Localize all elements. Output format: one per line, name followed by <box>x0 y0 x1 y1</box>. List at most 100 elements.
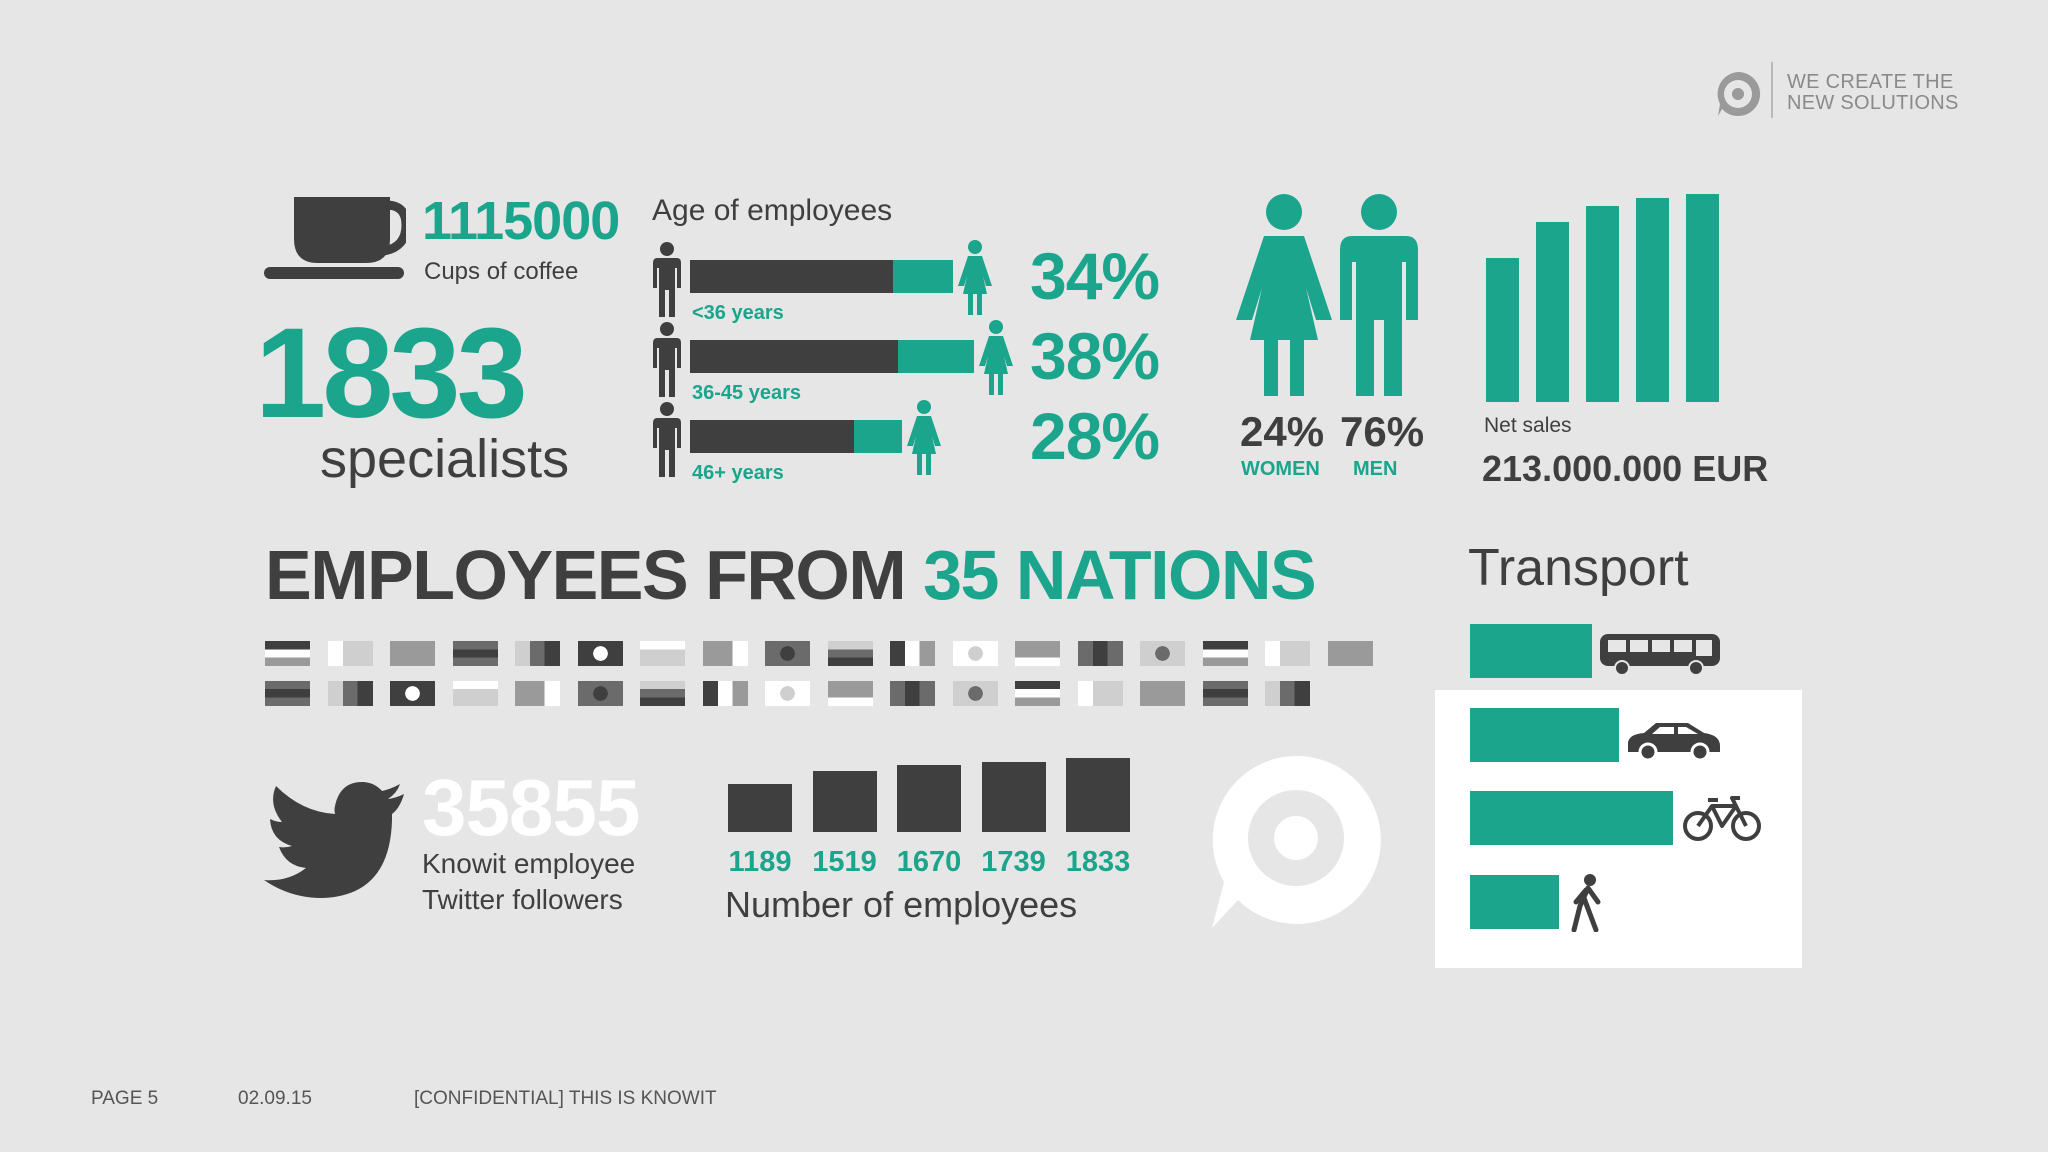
flag-icon <box>1140 641 1185 666</box>
woman-icon <box>906 400 942 481</box>
employees-bar <box>1066 758 1130 832</box>
flag-icon <box>765 641 810 666</box>
net-sales-bar <box>1586 206 1619 402</box>
women-label: WOMEN <box>1241 458 1320 480</box>
flag-icon <box>1202 641 1248 666</box>
flag-icon <box>1327 641 1373 666</box>
employees-bar-label: 1670 <box>896 846 962 878</box>
flag-icon <box>1265 681 1310 706</box>
man-icon <box>652 322 682 403</box>
employees-bar-label: 1189 <box>728 846 792 878</box>
men-percent: 76% <box>1340 408 1425 455</box>
employees-bar <box>897 765 961 832</box>
age-group-label: <36 years <box>692 302 784 324</box>
nations-title-teal: 35 NATIONS <box>923 536 1317 614</box>
flag-icon <box>1077 641 1123 666</box>
employees-bar-label: 1833 <box>1065 846 1131 878</box>
flag-icon <box>827 681 873 706</box>
man-icon <box>652 402 682 483</box>
footer-date: 02.09.15 <box>238 1088 312 1109</box>
coffee-label: Cups of coffee <box>424 258 579 285</box>
employees-bar-label: 1739 <box>981 846 1046 878</box>
flag-icon <box>765 681 810 706</box>
speech-bubble-logo-icon <box>1212 755 1381 928</box>
knowit-logo-icon <box>1717 71 1761 116</box>
flag-icon <box>952 681 998 706</box>
coffee-cup-icon <box>264 197 406 279</box>
flag-icon <box>327 641 373 666</box>
age-title: Age of employees <box>652 194 893 227</box>
age-bar-teal <box>898 340 974 373</box>
flag-icon <box>390 641 435 666</box>
men-label: MEN <box>1353 458 1398 480</box>
net-sales-bar <box>1686 194 1719 402</box>
age-group-label: 36-45 years <box>692 382 801 404</box>
age-group-percent: 38% <box>1030 319 1160 393</box>
flag-icon <box>515 681 560 706</box>
logo-tagline-line2: NEW SOLUTIONS <box>1787 92 1959 114</box>
flag-icon <box>577 681 623 706</box>
nations-title: EMPLOYEES FROM 35 NATIONS <box>265 535 1317 615</box>
flag-icon <box>1015 641 1060 666</box>
flag-icon <box>452 681 498 706</box>
twitter-label-line2: Twitter followers <box>422 884 623 915</box>
employees-bar <box>981 762 1046 832</box>
flag-icon <box>265 641 310 666</box>
flag-icon <box>702 681 748 706</box>
age-group-label: 46+ years <box>692 462 784 484</box>
flag-icon <box>952 641 998 666</box>
bicycle-icon <box>1683 796 1761 841</box>
women-percent: 24% <box>1240 408 1325 455</box>
nations-title-dark: EMPLOYEES FROM <box>265 536 907 614</box>
employees-chart-title: Number of employees <box>725 884 1078 925</box>
net-sales-bar <box>1536 222 1569 402</box>
transport-bar <box>1470 624 1592 678</box>
transport-bar <box>1470 708 1619 762</box>
age-bar-teal <box>854 420 902 453</box>
footer-page-number: PAGE 5 <box>91 1088 159 1109</box>
walking-person-icon <box>1571 874 1601 932</box>
flag-icon <box>1202 681 1248 706</box>
age-bar-dark <box>690 260 893 293</box>
flag-icon <box>327 681 373 706</box>
flag-icon <box>1015 681 1060 706</box>
flag-icon <box>1265 641 1310 666</box>
woman-icon <box>978 320 1014 401</box>
employees-bar <box>728 784 792 832</box>
man-icon <box>1340 194 1418 396</box>
coffee-count: 1115000 <box>422 191 620 251</box>
net-sales-bar <box>1636 198 1669 402</box>
logo-divider <box>1771 62 1773 118</box>
age-bar-dark <box>690 340 898 373</box>
flag-icon <box>702 641 748 666</box>
specialists-label: specialists <box>320 429 570 489</box>
flag-icon <box>640 641 685 666</box>
age-bar-dark <box>690 420 854 453</box>
age-group-percent: 34% <box>1030 239 1160 313</box>
flag-icon <box>890 681 935 706</box>
employees-bar-label: 1519 <box>812 846 877 878</box>
flag-icon <box>515 641 560 666</box>
footer-confidential: [CONFIDENTIAL] THIS IS KNOWIT <box>414 1088 717 1109</box>
age-group-percent: 28% <box>1030 399 1160 473</box>
flag-icon <box>827 641 873 666</box>
bus-icon <box>1600 634 1720 676</box>
net-sales-bar <box>1486 258 1519 402</box>
car-icon <box>1628 723 1720 762</box>
twitter-followers-count: 35855 <box>422 763 640 852</box>
flag-icon <box>1077 681 1123 706</box>
employees-bar <box>812 771 877 832</box>
flag-icon <box>640 681 685 706</box>
flag-icon <box>577 641 623 666</box>
flag-icon <box>390 681 435 706</box>
logo-tagline-line1: WE CREATE THE <box>1787 71 1954 93</box>
twitter-label-line1: Knowit employee <box>422 848 636 879</box>
flag-icon <box>890 641 935 666</box>
flag-icon <box>452 641 498 666</box>
flag-icon <box>1140 681 1185 706</box>
transport-bar <box>1470 875 1559 929</box>
woman-icon <box>1236 194 1332 396</box>
age-bar-teal <box>893 260 953 293</box>
woman-icon <box>957 240 993 321</box>
net-sales-value: 213.000.000 EUR <box>1482 448 1769 489</box>
